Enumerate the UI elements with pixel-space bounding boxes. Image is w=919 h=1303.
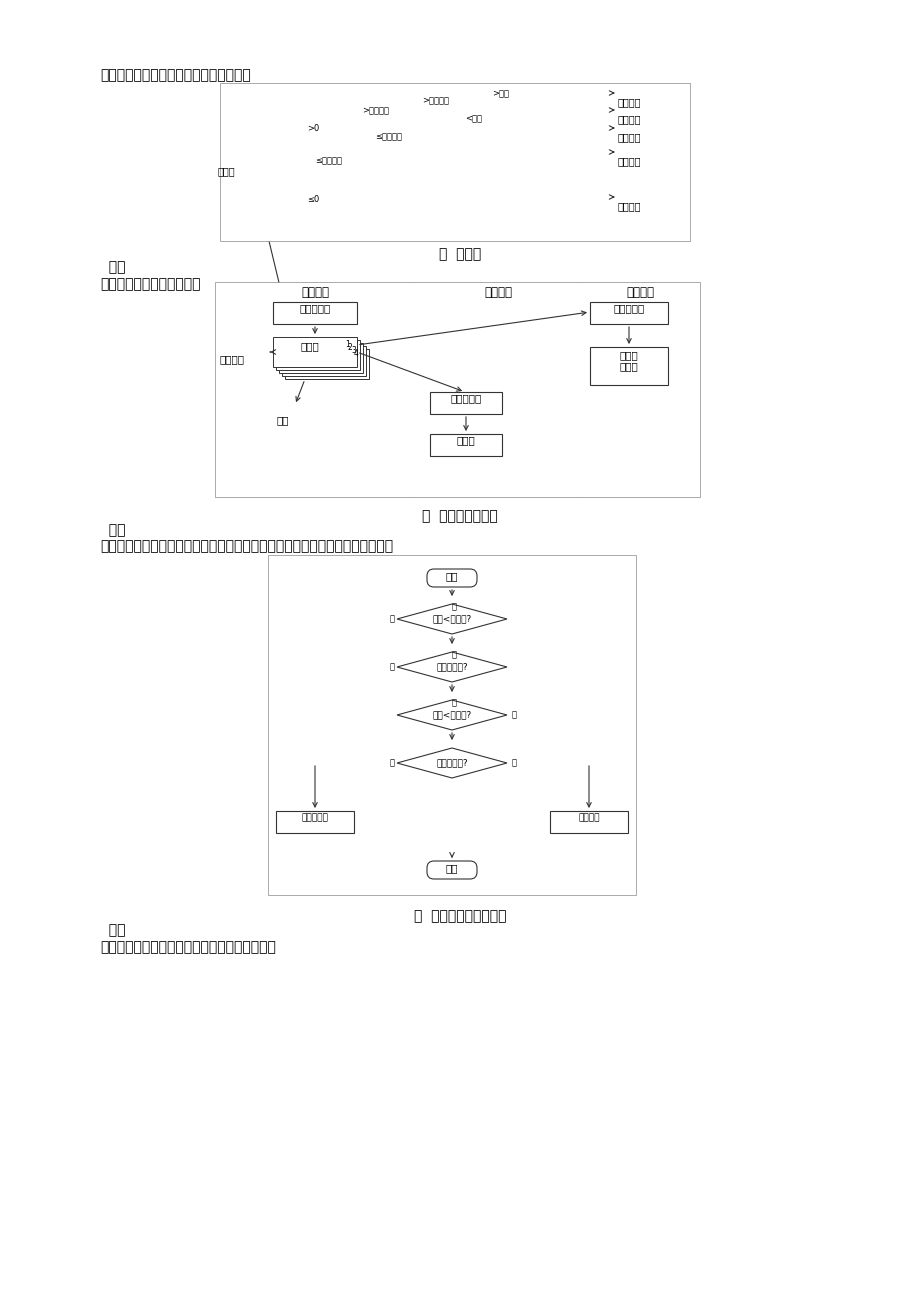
Text: 存档: 存档 [277,414,289,425]
Polygon shape [397,748,506,778]
Text: 2: 2 [347,343,352,352]
Text: 根据题中所示外购件库存订货决策表，可画出如图所示的判断订货的程序框图。: 根据题中所示外购件库存订货决策表，可画出如图所示的判断订货的程序框图。 [100,539,392,552]
Text: 是: 是 [451,602,456,611]
Text: 待收费
登记册: 待收费 登记册 [619,351,638,371]
Text: 正常处理: 正常处理 [618,113,641,124]
Text: ≤0: ≤0 [307,195,319,205]
Text: 否: 否 [512,758,516,767]
Text: 否: 否 [389,615,394,624]
Text: 库存<订货点?: 库存<订货点? [432,615,471,624]
FancyBboxPatch shape [550,810,628,833]
Text: 订货处理: 订货处理 [618,132,641,142]
FancyBboxPatch shape [426,569,476,586]
Text: 4: 4 [354,349,358,358]
Text: 是: 是 [451,650,456,659]
FancyBboxPatch shape [276,810,354,833]
Text: 是: 是 [389,758,394,767]
Text: 根据处理逻辑，可画出判断树如图所示。: 根据处理逻辑，可画出判断树如图所示。 [100,68,251,82]
FancyBboxPatch shape [589,302,667,324]
Polygon shape [397,700,506,730]
FancyBboxPatch shape [285,349,369,379]
Text: 解：: 解： [100,923,125,937]
Text: 财务部门: 财务部门 [483,285,512,298]
Text: >0: >0 [307,124,319,133]
Text: 否: 否 [389,662,394,671]
Text: 上月有销售?: 上月有销售? [436,662,467,671]
Text: 图  判断订货的程序框图: 图 判断订货的程序框图 [414,909,505,923]
Text: 3: 3 [351,347,356,354]
Text: 采购表格分配图如图所示。: 采购表格分配图如图所示。 [100,278,200,291]
Text: >库存下限: >库存下限 [361,106,389,115]
Text: 结束: 结束 [446,863,458,873]
Polygon shape [397,652,506,681]
FancyBboxPatch shape [429,392,502,414]
FancyBboxPatch shape [220,83,689,241]
Text: 图  判断树: 图 判断树 [438,248,481,261]
Text: 解：: 解： [100,523,125,537]
Text: 库存量: 库存量 [218,165,235,176]
Text: >上限: >上限 [492,89,508,98]
Polygon shape [397,605,506,635]
Text: 收货部门: 收货部门 [625,285,653,298]
Text: 准备采购单: 准备采购单 [299,304,330,313]
FancyBboxPatch shape [429,434,502,456]
FancyBboxPatch shape [276,340,359,370]
Text: 开始: 开始 [446,571,458,581]
FancyBboxPatch shape [267,555,635,895]
FancyBboxPatch shape [273,337,357,367]
Text: 上限预警: 上限预警 [618,96,641,107]
Text: 图  采购表格分配图: 图 采购表格分配图 [422,509,497,523]
Text: 不订货处理: 不订货处理 [301,813,328,822]
Text: 采购单: 采购单 [301,341,319,351]
FancyBboxPatch shape [278,343,363,373]
Text: 缺货处理: 缺货处理 [618,201,641,211]
FancyBboxPatch shape [273,302,357,324]
FancyBboxPatch shape [426,861,476,880]
Text: ≤库存下限: ≤库存下限 [314,156,342,165]
Text: 应付账: 应付账 [456,435,475,446]
Text: 是: 是 [451,698,456,708]
Text: >储备定额: >储备定额 [422,96,448,106]
Text: 否: 否 [512,710,516,719]
FancyBboxPatch shape [282,347,366,377]
Text: 供货单位: 供货单位 [220,354,244,364]
FancyBboxPatch shape [215,281,699,496]
Text: <上限: <上限 [464,113,482,122]
Text: ≤储备定额: ≤储备定额 [375,132,402,141]
Text: 应付款处理: 应付款处理 [450,394,482,403]
Text: 正在生产吗?: 正在生产吗? [436,758,467,767]
Text: 根据题意画得的工资系统数据流程图如图所示。: 根据题意画得的工资系统数据流程图如图所示。 [100,939,276,954]
Text: 1: 1 [345,340,349,349]
Text: 订货处理: 订货处理 [578,813,599,822]
Text: 下限预警: 下限预警 [618,156,641,165]
FancyBboxPatch shape [589,347,667,384]
Text: 库存<储备点?: 库存<储备点? [432,710,471,719]
Text: 登记待收货: 登记待收货 [613,304,644,313]
Text: 解：: 解： [100,261,125,274]
Text: 采购部门: 采购部门 [301,285,329,298]
